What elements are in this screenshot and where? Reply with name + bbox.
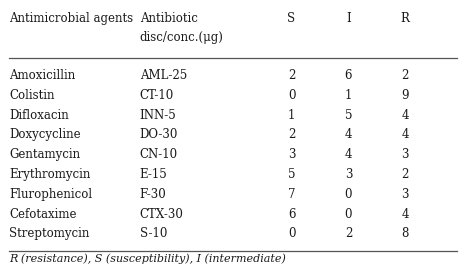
Text: 3: 3 [401, 148, 409, 161]
Text: AML-25: AML-25 [140, 69, 187, 82]
Text: S: S [287, 12, 296, 25]
Text: 1: 1 [345, 89, 352, 102]
Text: 4: 4 [401, 128, 409, 141]
Text: 3: 3 [345, 168, 352, 181]
Text: Difloxacin: Difloxacin [9, 109, 69, 122]
Text: 1: 1 [288, 109, 295, 122]
Text: 5: 5 [345, 109, 352, 122]
Text: 4: 4 [401, 109, 409, 122]
Text: 0: 0 [345, 188, 352, 201]
Text: R: R [401, 12, 410, 25]
Text: E-15: E-15 [140, 168, 168, 181]
Text: 2: 2 [288, 69, 295, 82]
Text: disc/conc.(μg): disc/conc.(μg) [140, 31, 224, 44]
Text: Cefotaxime: Cefotaxime [9, 208, 77, 221]
Text: 8: 8 [401, 227, 409, 240]
Text: 4: 4 [345, 148, 352, 161]
Text: 7: 7 [288, 188, 295, 201]
Text: 3: 3 [288, 148, 295, 161]
Text: Antibiotic: Antibiotic [140, 12, 198, 25]
Text: Doxycycline: Doxycycline [9, 128, 81, 141]
Text: 6: 6 [345, 69, 352, 82]
Text: 4: 4 [401, 208, 409, 221]
Text: Antimicrobial agents: Antimicrobial agents [9, 12, 134, 25]
Text: R (resistance), S (susceptibility), I (intermediate): R (resistance), S (susceptibility), I (i… [9, 254, 286, 264]
Text: 2: 2 [401, 168, 409, 181]
Text: Flurophenicol: Flurophenicol [9, 188, 92, 201]
Text: 0: 0 [345, 208, 352, 221]
Text: DO-30: DO-30 [140, 128, 178, 141]
Text: S-10: S-10 [140, 227, 167, 240]
Text: CT-10: CT-10 [140, 89, 174, 102]
Text: CN-10: CN-10 [140, 148, 178, 161]
Text: Colistin: Colistin [9, 89, 55, 102]
Text: 2: 2 [345, 227, 352, 240]
Text: 9: 9 [401, 89, 409, 102]
Text: INN-5: INN-5 [140, 109, 177, 122]
Text: I: I [346, 12, 351, 25]
Text: 0: 0 [288, 89, 295, 102]
Text: 4: 4 [345, 128, 352, 141]
Text: 5: 5 [288, 168, 295, 181]
Text: 2: 2 [288, 128, 295, 141]
Text: Amoxicillin: Amoxicillin [9, 69, 76, 82]
Text: 0: 0 [288, 227, 295, 240]
Text: Gentamycin: Gentamycin [9, 148, 81, 161]
Text: 6: 6 [288, 208, 295, 221]
Text: F-30: F-30 [140, 188, 166, 201]
Text: CTX-30: CTX-30 [140, 208, 184, 221]
Text: 2: 2 [401, 69, 409, 82]
Text: Erythromycin: Erythromycin [9, 168, 91, 181]
Text: Streptomycin: Streptomycin [9, 227, 90, 240]
Text: 3: 3 [401, 188, 409, 201]
